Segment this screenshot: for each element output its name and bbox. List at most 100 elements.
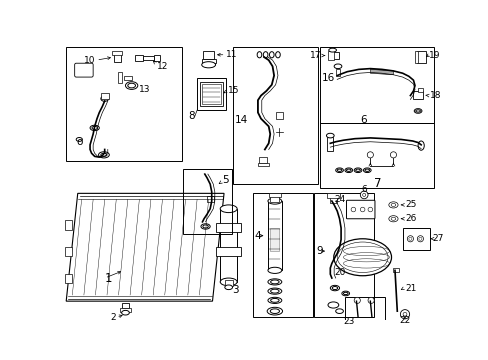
Text: 12: 12 bbox=[157, 62, 168, 71]
Circle shape bbox=[353, 297, 360, 303]
Ellipse shape bbox=[329, 285, 339, 291]
Text: 3: 3 bbox=[231, 285, 238, 294]
Bar bbox=[329, 197, 337, 203]
Ellipse shape bbox=[390, 217, 395, 220]
Text: 24: 24 bbox=[334, 195, 345, 204]
Circle shape bbox=[389, 152, 396, 158]
Bar bbox=[101, 93, 108, 99]
Text: 4: 4 bbox=[254, 231, 261, 241]
Bar bbox=[216, 247, 241, 256]
Ellipse shape bbox=[346, 169, 350, 171]
Bar bbox=[143, 56, 154, 60]
Bar bbox=[257, 163, 268, 166]
Bar bbox=[329, 53, 338, 59]
Ellipse shape bbox=[101, 153, 107, 156]
Text: 15: 15 bbox=[227, 86, 239, 95]
Circle shape bbox=[407, 236, 413, 242]
Bar bbox=[327, 51, 333, 60]
Ellipse shape bbox=[125, 82, 138, 89]
Bar bbox=[114, 53, 121, 62]
Ellipse shape bbox=[328, 48, 336, 52]
Bar bbox=[64, 247, 72, 256]
Bar bbox=[416, 51, 425, 63]
Bar bbox=[393, 268, 398, 272]
Circle shape bbox=[360, 207, 364, 212]
Text: 20: 20 bbox=[334, 268, 345, 277]
Ellipse shape bbox=[201, 224, 210, 229]
Ellipse shape bbox=[326, 133, 333, 138]
Bar bbox=[326, 137, 333, 151]
FancyBboxPatch shape bbox=[346, 200, 374, 219]
Bar bbox=[335, 69, 340, 76]
Ellipse shape bbox=[267, 267, 281, 274]
Text: 1: 1 bbox=[104, 271, 112, 284]
Bar bbox=[413, 91, 422, 99]
Text: 11: 11 bbox=[226, 50, 237, 59]
Ellipse shape bbox=[355, 169, 360, 171]
Bar bbox=[66, 47, 182, 161]
Text: 2: 2 bbox=[110, 313, 116, 322]
Ellipse shape bbox=[388, 216, 397, 222]
Ellipse shape bbox=[270, 280, 279, 284]
Bar bbox=[154, 55, 160, 61]
Ellipse shape bbox=[90, 125, 99, 131]
Text: 27: 27 bbox=[431, 234, 443, 243]
Circle shape bbox=[408, 237, 411, 240]
Ellipse shape bbox=[341, 291, 349, 296]
Text: 10: 10 bbox=[84, 56, 95, 65]
Ellipse shape bbox=[224, 285, 232, 289]
Ellipse shape bbox=[363, 168, 370, 172]
Ellipse shape bbox=[122, 310, 129, 315]
Ellipse shape bbox=[335, 309, 343, 314]
Ellipse shape bbox=[275, 52, 280, 58]
Ellipse shape bbox=[364, 169, 369, 171]
Ellipse shape bbox=[76, 138, 82, 141]
Text: 21: 21 bbox=[404, 284, 415, 293]
Circle shape bbox=[362, 193, 365, 197]
Text: 13: 13 bbox=[139, 85, 150, 94]
Text: 23: 23 bbox=[343, 318, 354, 327]
Text: 6: 6 bbox=[360, 115, 366, 125]
Bar bbox=[135, 55, 143, 61]
Ellipse shape bbox=[337, 169, 341, 171]
Text: 17: 17 bbox=[309, 51, 321, 60]
Bar bbox=[268, 193, 281, 197]
Bar bbox=[259, 157, 266, 163]
Ellipse shape bbox=[388, 202, 397, 208]
Ellipse shape bbox=[327, 302, 338, 308]
Ellipse shape bbox=[127, 83, 135, 88]
Bar bbox=[220, 209, 237, 282]
Ellipse shape bbox=[101, 96, 108, 101]
FancyBboxPatch shape bbox=[75, 63, 93, 77]
Text: 8: 8 bbox=[188, 111, 194, 121]
Ellipse shape bbox=[220, 278, 237, 286]
Bar bbox=[252, 193, 312, 316]
Text: 18: 18 bbox=[429, 91, 440, 100]
Ellipse shape bbox=[350, 250, 373, 264]
Ellipse shape bbox=[413, 109, 421, 113]
Bar bbox=[64, 274, 72, 283]
Bar bbox=[118, 72, 122, 83]
Circle shape bbox=[360, 191, 367, 199]
Circle shape bbox=[366, 152, 373, 158]
Ellipse shape bbox=[343, 292, 347, 294]
Bar bbox=[202, 84, 221, 104]
Text: o: o bbox=[76, 137, 82, 147]
Text: 14: 14 bbox=[234, 115, 247, 125]
Ellipse shape bbox=[344, 168, 352, 172]
Circle shape bbox=[400, 310, 409, 319]
Bar bbox=[202, 59, 215, 63]
Bar bbox=[207, 195, 214, 202]
Bar bbox=[123, 76, 131, 80]
Ellipse shape bbox=[270, 298, 279, 302]
Circle shape bbox=[402, 312, 406, 316]
Bar bbox=[224, 280, 232, 286]
Ellipse shape bbox=[220, 205, 237, 213]
Ellipse shape bbox=[263, 52, 267, 58]
Bar bbox=[417, 88, 422, 92]
Text: 9: 9 bbox=[316, 246, 323, 256]
Ellipse shape bbox=[415, 110, 420, 112]
Ellipse shape bbox=[417, 141, 424, 150]
Polygon shape bbox=[66, 193, 224, 301]
Ellipse shape bbox=[333, 64, 341, 69]
